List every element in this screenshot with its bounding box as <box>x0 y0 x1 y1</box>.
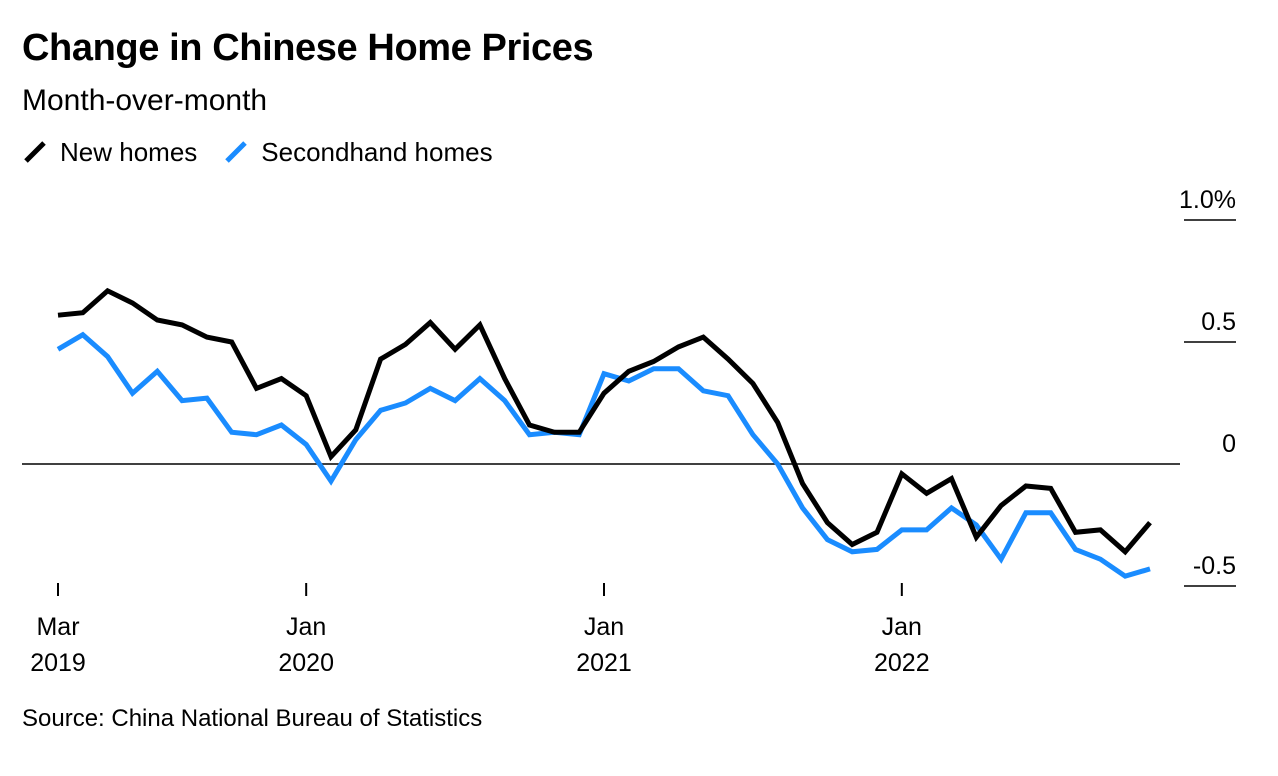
x-tick-label-month-2020: Jan <box>286 613 326 641</box>
y-tick-label-0: 0 <box>1222 430 1236 458</box>
legend-label-secondhand-homes: Secondhand homes <box>261 137 493 167</box>
x-tick-label-year-2019: 2019 <box>30 649 86 677</box>
chart-title: Change in Chinese Home Prices <box>22 27 594 69</box>
slash-icon <box>24 141 46 164</box>
x-tick-label-month-2022: Jan <box>882 613 922 641</box>
series-line-new-homes <box>57 287 1152 556</box>
y-tick-label-minus-0-5: -0.5 <box>1193 552 1236 580</box>
y-tick-label-1: 1.0% <box>1179 186 1236 214</box>
chart-subtitle: Month-over-month <box>22 84 268 117</box>
legend-swatch-new-homes <box>22 139 48 165</box>
legend-label-new-homes: New homes <box>60 137 198 167</box>
legend-line-new-homes <box>24 141 46 164</box>
x-tick-label-year-2022: 2022 <box>874 649 930 677</box>
legend-item-secondhand-homes: Secondhand homes <box>223 137 493 167</box>
source-note: Source: China National Bureau of Statist… <box>22 705 483 732</box>
x-tick-label-month-2019: Mar <box>36 613 79 641</box>
x-tick-label-year-2021: 2021 <box>576 649 632 677</box>
y-tick-label-0-5: 0.5 <box>1201 308 1236 336</box>
line-chart: 1.0% 0.5 0 -0.5 Mar 2019 Jan 2020 Jan 2021 Jan 2022 <box>22 186 1236 677</box>
legend-line-secondhand-homes <box>225 141 248 164</box>
slash-icon <box>225 141 248 164</box>
x-tick-label-year-2020: 2020 <box>278 649 334 677</box>
series-line-secondhand-homes <box>56 331 1151 579</box>
legend: New homes Secondhand homes <box>22 138 519 167</box>
legend-item-new-homes: New homes <box>22 138 197 167</box>
x-tick-label-month-2021: Jan <box>584 613 624 641</box>
legend-swatch-secondhand-homes <box>223 139 249 165</box>
